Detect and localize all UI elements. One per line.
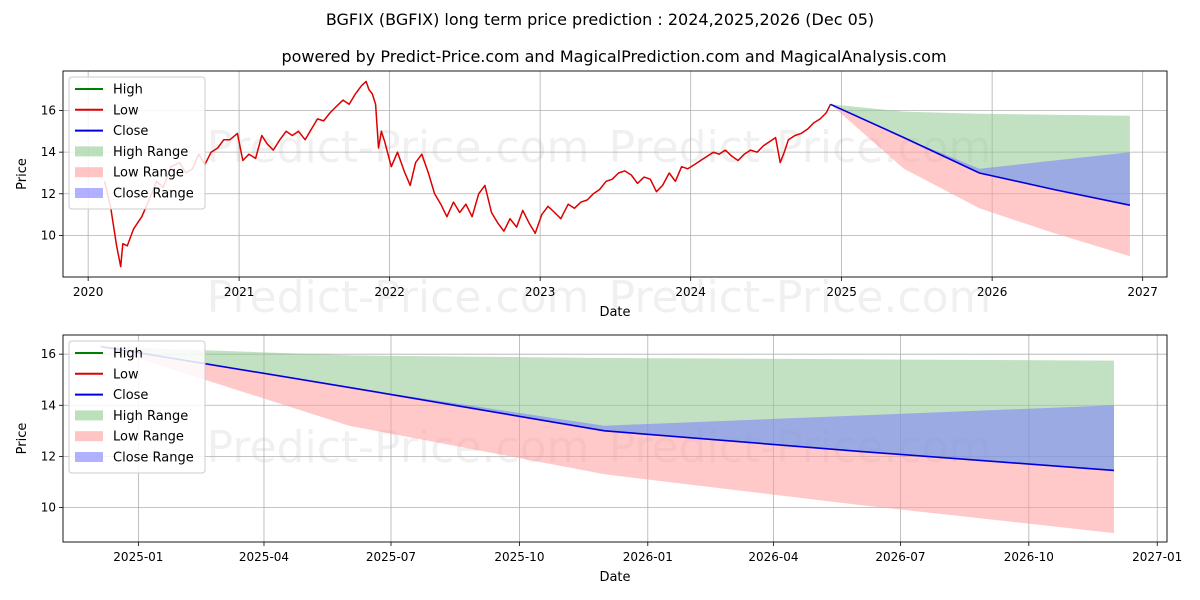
legend-entry-label: Low [113,103,139,118]
x-tick-label: 2026-04 [748,550,798,564]
x-tick-label: 2025-07 [366,550,416,564]
plot-area [100,345,1115,534]
watermark-text: Predict-Price.com [207,122,590,173]
x-tick-label: 2025-04 [239,550,289,564]
x-tick-label: 2025 [826,285,857,299]
y-tick-label: 12 [41,187,56,201]
y-tick-label: 16 [41,347,56,361]
legend-swatch-patch [75,146,103,157]
x-tick-label: 2025-10 [494,550,544,564]
y-tick-label: 14 [41,145,56,159]
legend-entry-label: High [113,83,143,98]
legend-entry-label: Low [113,367,139,382]
y-tick-label: 12 [41,449,56,463]
x-tick-label: 2020 [73,285,104,299]
legend-entry-label: Close Range [113,451,194,466]
x-axis-label: Date [599,305,630,320]
legend-entry-label: Low Range [113,166,184,181]
x-tick-label: 2026-07 [875,550,925,564]
y-tick-label: 14 [41,398,56,412]
chart-subtitle: powered by Predict-Price.com and Magical… [281,47,946,66]
y-tick-label: 10 [41,501,56,515]
x-tick-label: 2027-01 [1132,550,1182,564]
chart-title: BGFIX (BGFIX) long term price prediction… [326,10,874,29]
y-tick-label: 10 [41,228,56,242]
axes-frame [62,334,1168,543]
x-tick-label: 2026 [977,285,1008,299]
low-range-area [100,346,1114,534]
legend-entry-label: High Range [113,145,188,160]
legend-entry-label: High Range [113,409,188,424]
low-range-area [830,104,1130,257]
legend-swatch-patch [75,452,103,462]
plot-area [103,80,1131,268]
legend-entry-label: High [113,347,143,362]
legend: High Low Close High Range Low Range Close Ran… [68,76,206,210]
x-tick-label: 2026-10 [1004,550,1054,564]
legend: High Low Close High Range Low Range Close Ran… [68,340,206,474]
legend-swatch-patch [75,410,103,421]
x-tick-label: 2022 [374,285,405,299]
legend-entry-label: Close [113,388,148,403]
legend-entry-label: Close Range [113,187,194,202]
legend-entry-label: Close [113,124,148,139]
x-tick-label: 2026-01 [623,550,673,564]
close-range-area [830,104,1130,206]
x-tick-label: 2024 [675,285,706,299]
long-term-panel: Predict-Price.com Predict-Price.com Predic… [15,70,1168,323]
axes-frame [62,70,1168,278]
x-tick-label: 2027 [1127,285,1158,299]
x-axis-label: Date [599,570,630,585]
y-axis-label: Price [15,158,30,190]
x-tick-label: 2023 [525,285,556,299]
x-tick-label: 2021 [224,285,255,299]
legend-swatch-patch [75,188,103,198]
watermark-text: Predict-Price.com [609,272,992,323]
close-range-area [100,346,1114,471]
watermark-text: Predict-Price.com [207,272,590,323]
y-axis-label: Price [15,423,30,455]
x-tick-label: 2025-01 [113,550,163,564]
legend-swatch-patch [75,431,103,442]
close-forecast-line [830,103,1131,206]
close-forecast-line [100,345,1115,472]
legend-swatch-patch [75,167,103,178]
legend-entry-label: Low Range [113,430,184,445]
low-price-history-line [103,80,832,268]
y-tick-label: 16 [41,104,56,118]
forecast-zoom-panel: Predict-Price.comPredict-Price.com2025-0… [15,334,1182,585]
